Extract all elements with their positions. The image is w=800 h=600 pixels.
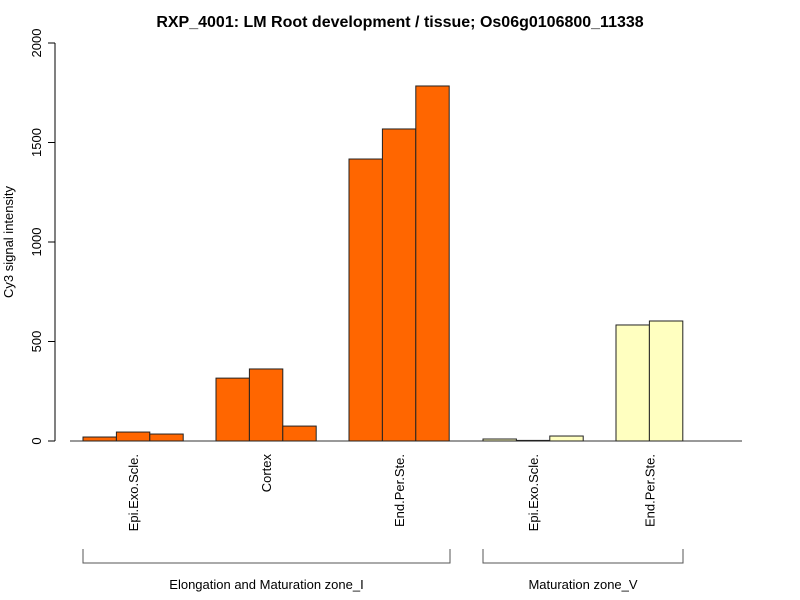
bar xyxy=(149,433,184,442)
category-label: End.Per.Ste. xyxy=(642,454,657,527)
bar xyxy=(381,128,417,442)
group-bracket xyxy=(82,549,451,564)
group-label: Elongation and Maturation zone_I xyxy=(169,577,363,592)
y-axis: 0 500 1000 1500 2000 xyxy=(29,29,56,445)
bar xyxy=(648,320,684,442)
bar xyxy=(282,425,317,442)
bars xyxy=(82,85,684,442)
y-axis-label: Cy3 signal intensity xyxy=(1,186,16,298)
category-label: Epi.Exo.Scle. xyxy=(526,454,541,531)
y-tick-label: 0 xyxy=(29,437,44,444)
bar xyxy=(415,85,450,442)
category-label: End.Per.Ste. xyxy=(392,454,407,527)
group-label: Maturation zone_V xyxy=(528,577,637,592)
chart-title: RXP_4001: LM Root development / tissue; … xyxy=(156,14,643,31)
category-label: Cortex xyxy=(259,454,274,493)
y-tick-label: 2000 xyxy=(29,29,44,58)
category-label: Epi.Exo.Scle. xyxy=(126,454,141,531)
bar xyxy=(348,158,383,442)
bar xyxy=(549,435,584,442)
group-bracket xyxy=(482,549,684,564)
bar xyxy=(515,439,551,442)
group-brackets: Elongation and Maturation zone_I Maturati… xyxy=(82,549,684,592)
bar xyxy=(615,324,650,442)
bar xyxy=(82,436,117,442)
bar xyxy=(215,377,250,442)
y-tick-label: 500 xyxy=(29,331,44,353)
category-labels: Epi.Exo.Scle. Cortex End.Per.Ste. Epi.Exo.S… xyxy=(126,454,657,532)
bar xyxy=(115,431,151,442)
y-tick-label: 1500 xyxy=(29,128,44,157)
y-tick-label: 1000 xyxy=(29,228,44,257)
bar xyxy=(248,368,284,442)
bar xyxy=(482,438,517,442)
